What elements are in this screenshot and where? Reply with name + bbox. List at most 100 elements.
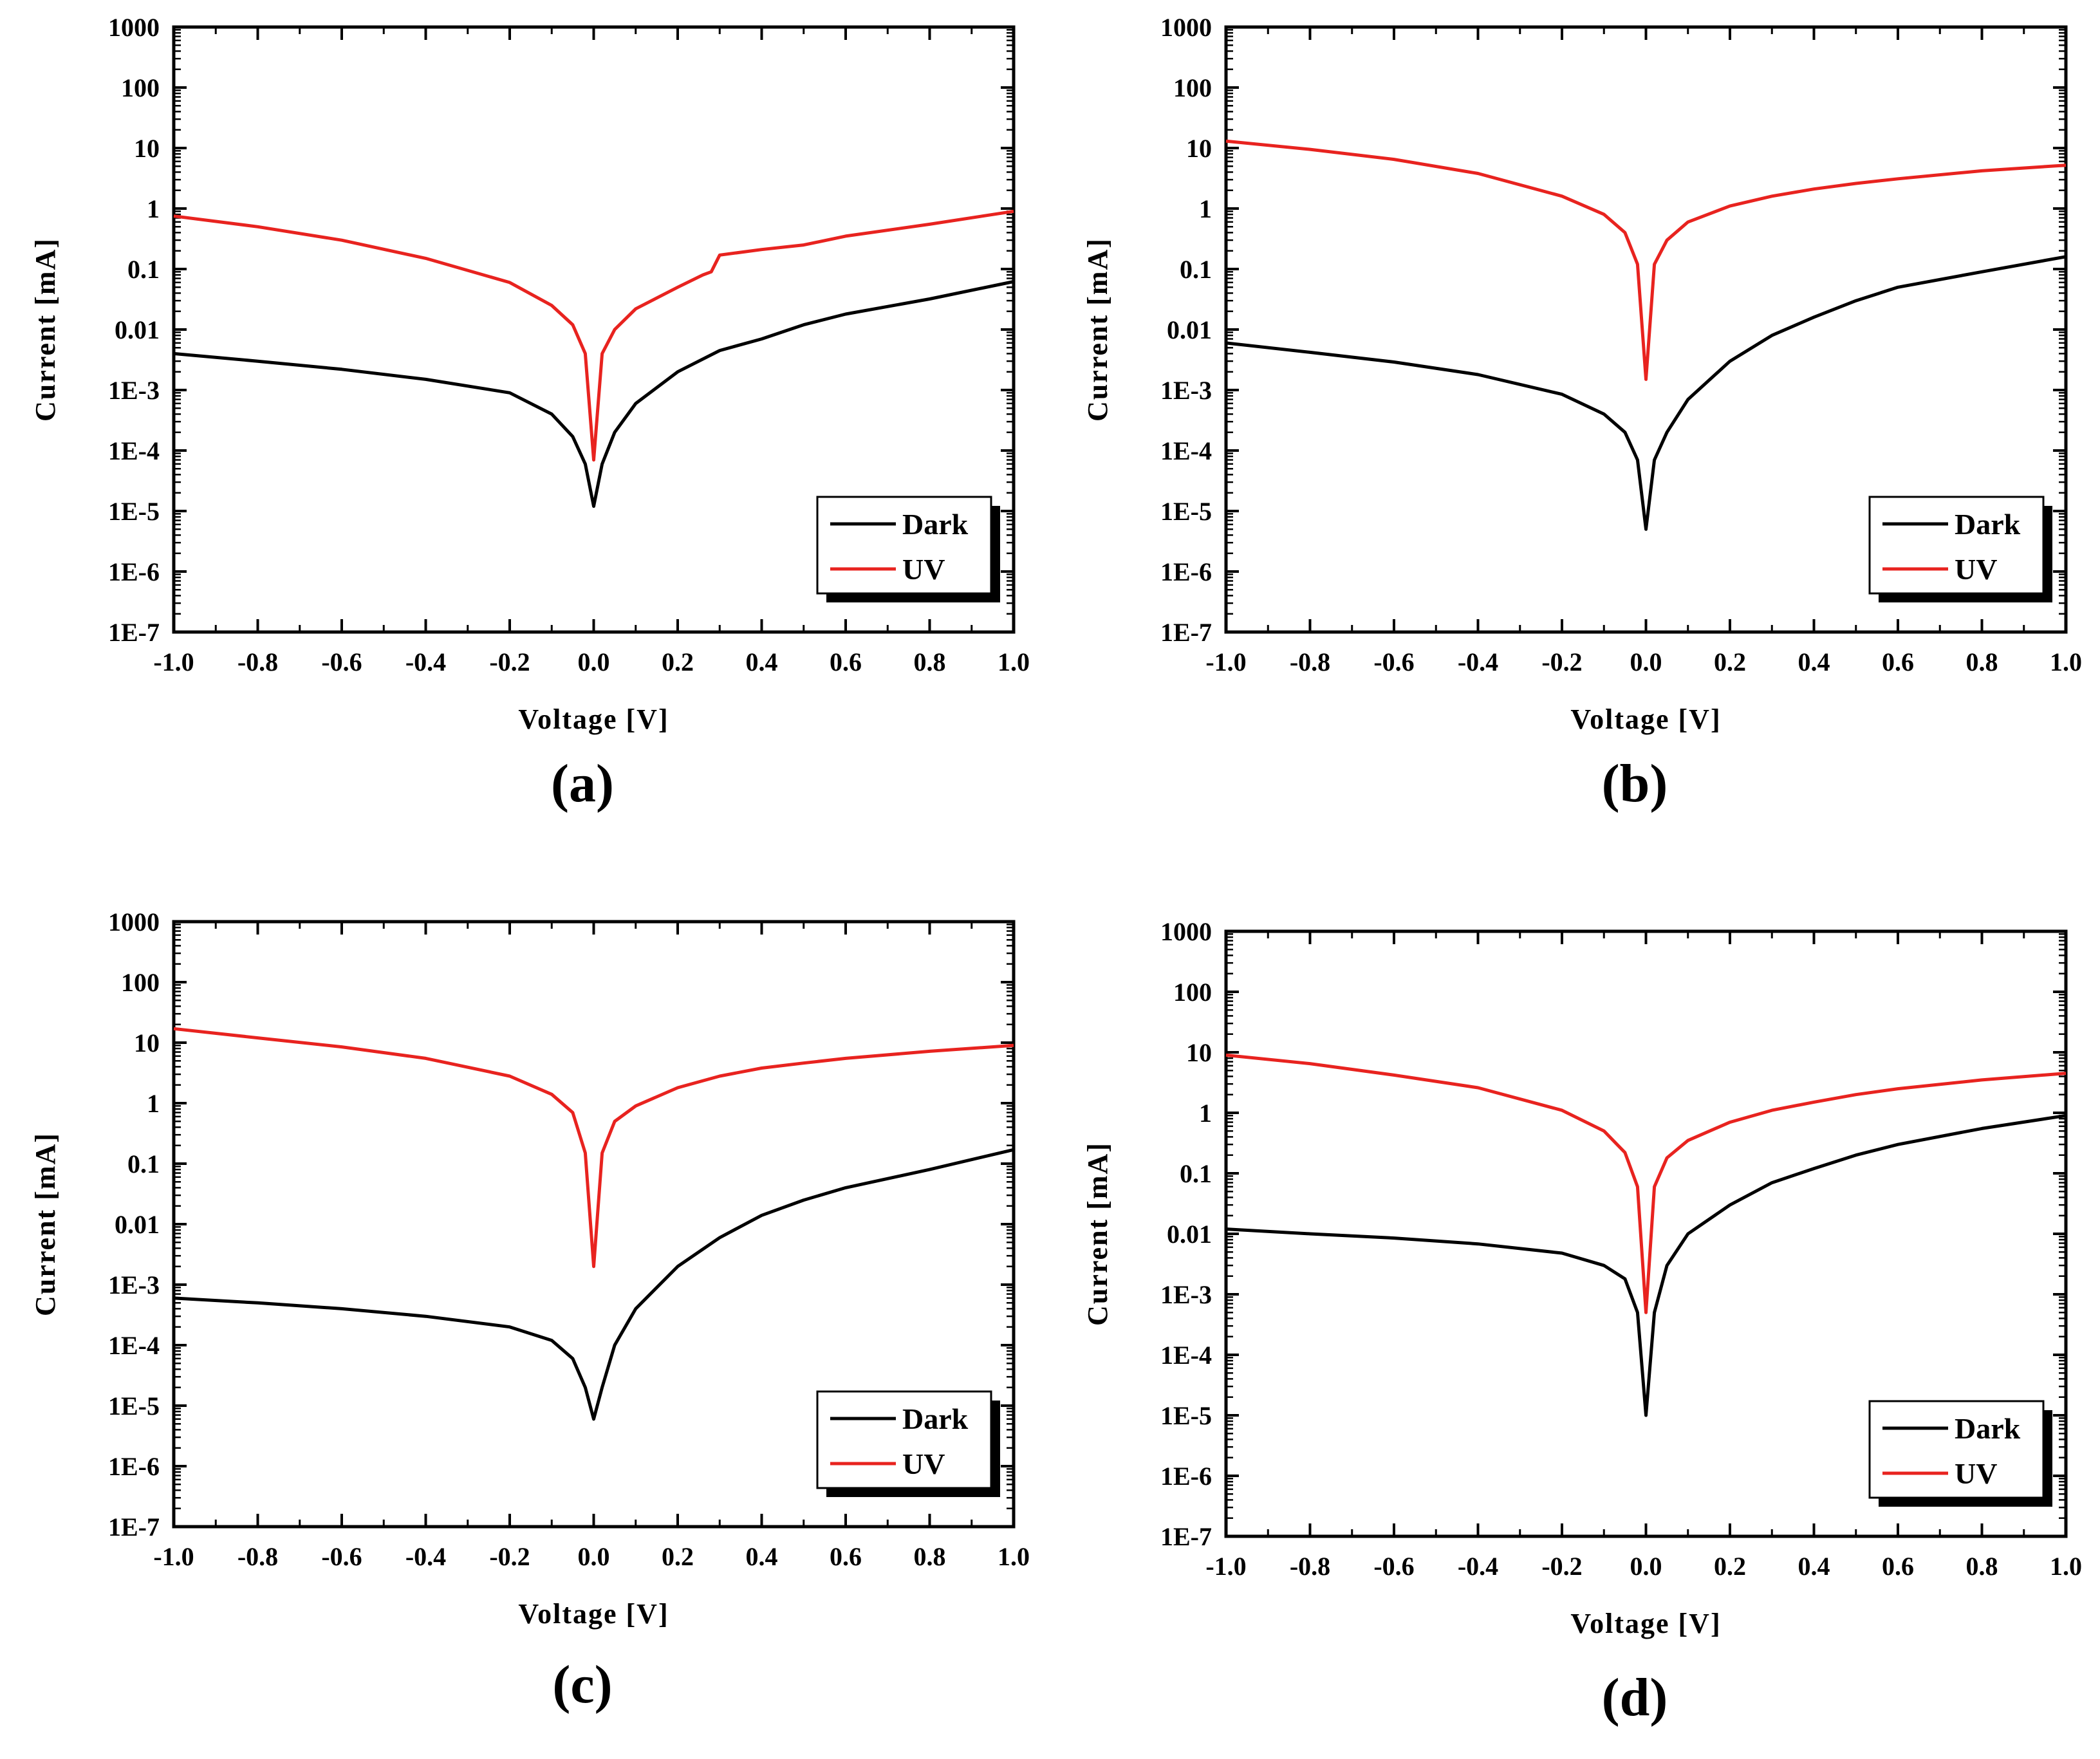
x-tick-label: -0.6 xyxy=(321,1542,362,1571)
series-line-dark xyxy=(1225,1113,2067,1417)
x-tick-label: 0.6 xyxy=(1882,1552,1914,1581)
y-tick-label: 10 xyxy=(134,1028,160,1057)
x-tick-label: -0.4 xyxy=(1458,647,1498,676)
y-tick-label: 1 xyxy=(147,1089,160,1118)
x-tick-label: -0.4 xyxy=(405,647,446,676)
y-tick-label: 10 xyxy=(1186,1038,1212,1067)
x-tick-label: -0.4 xyxy=(405,1542,446,1571)
x-tick-label: -0.8 xyxy=(1290,1552,1330,1581)
x-tick-label: 1.0 xyxy=(998,1542,1030,1571)
x-tick-label: 0.6 xyxy=(1882,647,1914,676)
y-tick-label: 1 xyxy=(1199,194,1212,223)
series-line-uv xyxy=(173,209,1014,462)
y-tick-label: 100 xyxy=(121,968,160,997)
y-tick-label: 1E-6 xyxy=(108,1452,160,1481)
x-tick-label: 0.4 xyxy=(1798,647,1830,676)
y-tick-label: 0.1 xyxy=(127,1149,160,1178)
x-tick-label: 0.2 xyxy=(662,1542,694,1571)
x-tick-label: 0.6 xyxy=(830,1542,862,1571)
x-tick-label: -0.2 xyxy=(1541,1552,1582,1581)
y-tick-label: 0.01 xyxy=(115,315,160,344)
y-axis-title: Current [mA] xyxy=(1082,1142,1113,1326)
chart-panel: -1.0 -0.8 -0.6 -0.4 -0.2 0.0 0.2 0.4 0.6 0.8 1.010… xyxy=(1082,13,2082,814)
x-axis-title: Voltage [V] xyxy=(518,1598,669,1630)
chart-panel: -1.0 -0.8 -0.6 -0.4 -0.2 0.0 0.2 0.4 0.6 0.8 1.010… xyxy=(30,13,1030,814)
y-tick-label: 1E-4 xyxy=(1160,1341,1212,1370)
x-tick-label: 1.0 xyxy=(2050,647,2082,676)
y-tick-label: 0.1 xyxy=(1180,255,1212,284)
panel-label: (a) xyxy=(551,754,614,814)
x-axis-title: Voltage [V] xyxy=(1570,1608,1721,1639)
y-tick-label: 100 xyxy=(1173,978,1212,1007)
x-tick-label: 0.0 xyxy=(578,647,610,676)
legend-box xyxy=(816,1390,992,1489)
x-tick-label: 0.4 xyxy=(746,1542,778,1571)
y-tick-label: 1E-7 xyxy=(1160,618,1212,647)
y-tick-label: 10 xyxy=(1186,134,1212,163)
y-tick-label: 100 xyxy=(121,73,160,102)
x-tick-label: -0.2 xyxy=(1541,647,1582,676)
y-tick-label: 1E-7 xyxy=(1160,1522,1212,1551)
x-tick-label: 0.0 xyxy=(578,1542,610,1571)
x-tick-label: -0.8 xyxy=(237,1542,278,1571)
y-tick-label: 0.01 xyxy=(1167,315,1212,344)
x-tick-label: 1.0 xyxy=(2050,1552,2082,1581)
y-axis-title: Current [mA] xyxy=(1082,237,1113,422)
series-line-dark xyxy=(173,280,1014,508)
chart-panel: -1.0 -0.8 -0.6 -0.4 -0.2 0.0 0.2 0.4 0.6 0.8 1.010… xyxy=(30,907,1030,1715)
y-axis-title: Current [mA] xyxy=(30,1132,61,1316)
x-tick-label: 0.4 xyxy=(746,647,778,676)
y-tick-label: 1000 xyxy=(108,13,160,42)
chart-panel: -1.0 -0.8 -0.6 -0.4 -0.2 0.0 0.2 0.4 0.6 0.8 1.010… xyxy=(1082,917,2082,1727)
legend-label-dark: Dark xyxy=(1955,1412,2021,1445)
x-tick-label: 0.8 xyxy=(914,647,946,676)
y-tick-label: 1E-3 xyxy=(1160,376,1212,405)
x-axis-title: Voltage [V] xyxy=(1570,703,1721,735)
x-tick-label: -1.0 xyxy=(1205,1552,1246,1581)
legend-label-dark: Dark xyxy=(1955,508,2021,541)
y-tick-label: 1E-4 xyxy=(1160,436,1212,465)
y-tick-label: 1000 xyxy=(1160,917,1212,946)
y-tick-label: 1000 xyxy=(1160,13,1212,42)
x-tick-label: 0.8 xyxy=(1966,1552,1998,1581)
x-tick-label: -0.2 xyxy=(489,647,530,676)
x-tick-label: 0.2 xyxy=(1714,647,1746,676)
x-tick-label: -1.0 xyxy=(153,1542,194,1571)
x-tick-label: 0.2 xyxy=(1714,1552,1746,1581)
y-tick-label: 0.01 xyxy=(115,1210,160,1239)
x-tick-label: -0.8 xyxy=(237,647,278,676)
x-axis-title: Voltage [V] xyxy=(518,703,669,735)
legend-label-uv: UV xyxy=(902,553,945,586)
series-line-dark xyxy=(173,1148,1014,1421)
y-tick-label: 1E-5 xyxy=(1160,497,1212,526)
y-tick-label: 1000 xyxy=(108,907,160,936)
y-tick-label: 100 xyxy=(1173,73,1212,102)
legend-label-uv: UV xyxy=(902,1447,945,1480)
y-tick-label: 0.1 xyxy=(127,255,160,284)
y-tick-label: 1E-4 xyxy=(108,436,160,465)
y-tick-label: 1E-6 xyxy=(1160,557,1212,586)
x-tick-label: -1.0 xyxy=(153,647,194,676)
y-tick-label: 1E-4 xyxy=(108,1331,160,1360)
x-tick-label: 0.0 xyxy=(1630,647,1662,676)
y-tick-label: 1 xyxy=(147,194,160,223)
y-tick-label: 1E-7 xyxy=(108,618,160,647)
y-tick-label: 1E-5 xyxy=(108,1391,160,1420)
y-tick-label: 0.01 xyxy=(1167,1220,1212,1249)
y-axis-title: Current [mA] xyxy=(30,237,61,422)
x-tick-label: -0.6 xyxy=(1373,1552,1414,1581)
y-tick-label: 1E-3 xyxy=(108,1270,160,1299)
panel-label: (b) xyxy=(1602,754,1668,814)
panel-label: (d) xyxy=(1602,1668,1668,1727)
y-tick-label: 10 xyxy=(134,134,160,163)
legend-label-uv: UV xyxy=(1955,553,1997,586)
legend-box xyxy=(1868,1400,2045,1499)
y-tick-label: 1E-3 xyxy=(108,376,160,405)
series-line-dark xyxy=(1225,255,2067,531)
x-tick-label: -0.4 xyxy=(1458,1552,1498,1581)
x-tick-label: -0.2 xyxy=(489,1542,530,1571)
x-tick-label: -0.8 xyxy=(1290,647,1330,676)
series-line-uv xyxy=(1225,1053,2067,1314)
legend-label-dark: Dark xyxy=(902,1402,969,1435)
